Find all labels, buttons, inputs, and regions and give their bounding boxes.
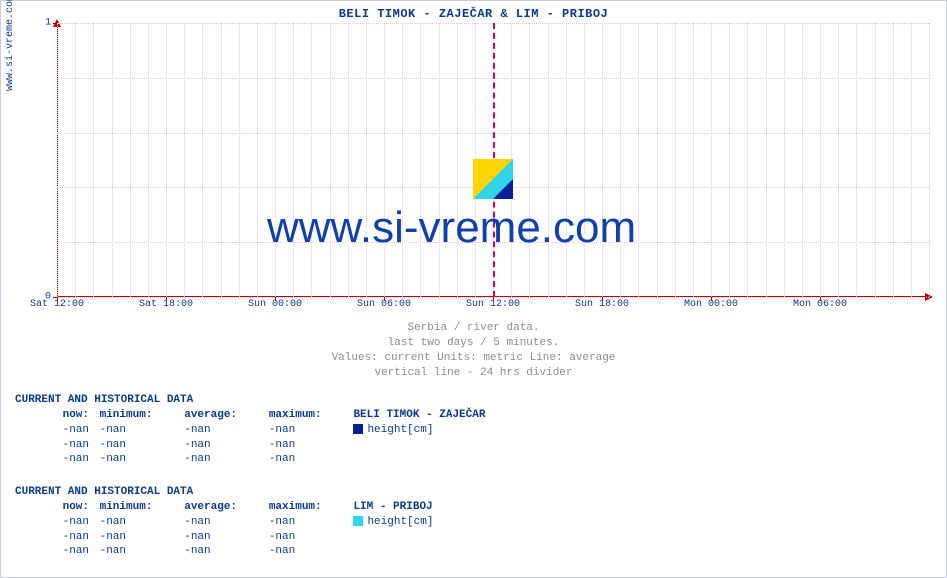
col-header: average:: [184, 408, 262, 423]
table-row: -nan -nan -nan -nan: [15, 438, 485, 453]
data-section-1: CURRENT AND HISTORICAL DATA now: minimum…: [15, 393, 485, 467]
caption-line: last two days / 5 minutes.: [1, 336, 946, 351]
col-header: average:: [184, 500, 262, 515]
table-row: -nan -nan -nan -nan: [15, 544, 433, 559]
col-header: now:: [15, 408, 93, 423]
section-title: CURRENT AND HISTORICAL DATA: [15, 393, 485, 408]
y-tick-label: 0: [45, 292, 51, 303]
table-row: -nan -nan -nan -nan: [15, 452, 485, 467]
caption-line: vertical line - 24 hrs divider: [1, 366, 946, 381]
caption-line: Values: current Units: metric Line: aver…: [1, 351, 946, 366]
series-unit: height[cm]: [353, 423, 433, 438]
col-header: maximum:: [269, 500, 347, 515]
swatch-icon: [353, 516, 363, 526]
col-header: minimum:: [100, 500, 178, 515]
col-header: now:: [15, 500, 93, 515]
watermark-text: www.si-vreme.com: [267, 203, 636, 253]
logo-icon: [473, 159, 513, 199]
table-row: -nan -nan -nan -nan height[cm]: [15, 515, 433, 530]
side-label: www.si-vreme.com: [5, 0, 16, 91]
caption: Serbia / river data. last two days / 5 m…: [1, 321, 946, 380]
table-row: -nan -nan -nan -nan height[cm]: [15, 423, 485, 438]
header-row: now: minimum: average: maximum: LIM - PR…: [15, 500, 433, 515]
plot-area: Sat 12:00Sat 18:00Sun 00:00Sun 06:00Sun …: [57, 23, 929, 297]
series-label: LIM - PRIBOJ: [353, 500, 432, 515]
section-title: CURRENT AND HISTORICAL DATA: [15, 485, 433, 500]
chart-title: BELI TIMOK - ZAJEČAR & LIM - PRIBOJ: [1, 7, 946, 21]
col-header: minimum:: [100, 408, 178, 423]
header-row: now: minimum: average: maximum: BELI TIM…: [15, 408, 485, 423]
table-row: -nan -nan -nan -nan: [15, 530, 433, 545]
y-tick-label: 1: [45, 18, 51, 29]
chart-container: BELI TIMOK - ZAJEČAR & LIM - PRIBOJ www.…: [0, 0, 947, 578]
series-unit: height[cm]: [353, 515, 433, 530]
col-header: maximum:: [269, 408, 347, 423]
caption-line: Serbia / river data.: [1, 321, 946, 336]
data-section-2: CURRENT AND HISTORICAL DATA now: minimum…: [15, 485, 433, 559]
series-label: BELI TIMOK - ZAJEČAR: [353, 408, 485, 423]
swatch-icon: [353, 424, 363, 434]
